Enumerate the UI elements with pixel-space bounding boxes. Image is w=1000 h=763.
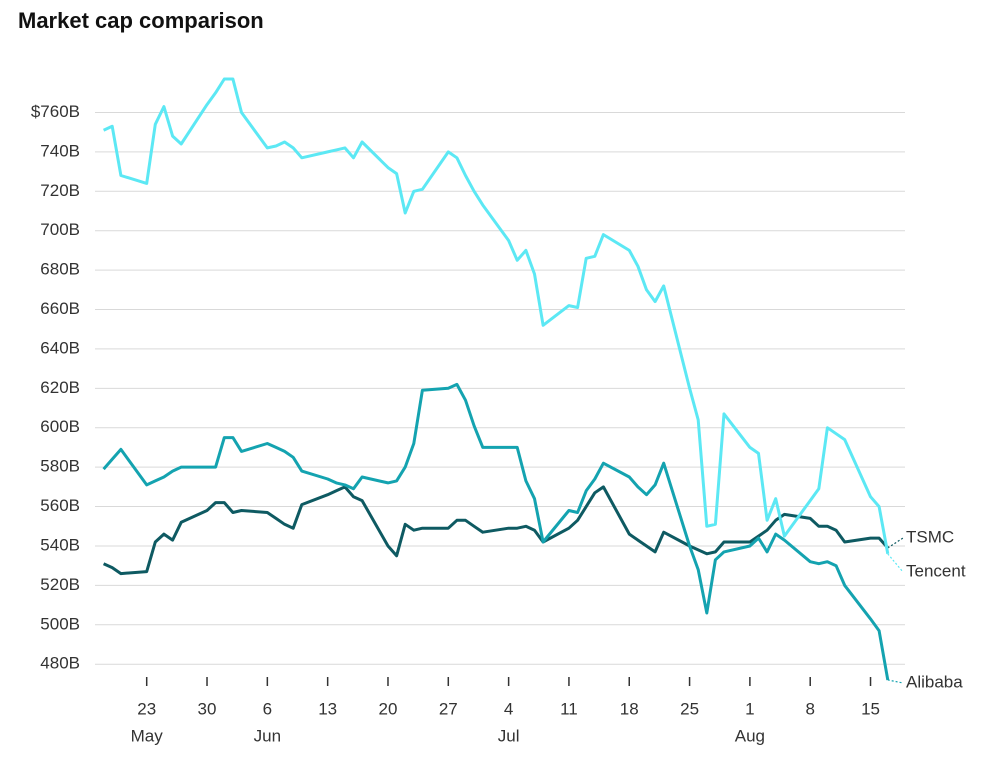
series-label: Tencent — [906, 561, 966, 580]
y-tick-label: 720B — [40, 181, 80, 200]
series-label: Alibaba — [906, 672, 963, 691]
x-tick-label: 11 — [560, 699, 578, 718]
y-tick-label: 600B — [40, 417, 80, 436]
x-tick-label: 25 — [680, 699, 699, 718]
y-tick-label: $760B — [31, 102, 80, 121]
y-tick-label: 520B — [40, 575, 80, 594]
x-tick-label: 18 — [620, 699, 639, 718]
y-tick-label: 580B — [40, 457, 80, 476]
x-tick-label: 4 — [504, 699, 513, 718]
y-tick-label: 640B — [40, 338, 80, 357]
x-month-label: Aug — [735, 726, 765, 745]
x-tick-label: 27 — [439, 699, 458, 718]
x-tick-label: 30 — [198, 699, 217, 718]
x-month-label: May — [131, 726, 164, 745]
x-month-label: Jun — [254, 726, 281, 745]
y-tick-label: 740B — [40, 141, 80, 160]
x-month-label: Jul — [498, 726, 520, 745]
x-tick-label: 13 — [318, 699, 337, 718]
y-tick-label: 700B — [40, 220, 80, 239]
label-connector — [887, 537, 904, 549]
line — [102, 77, 890, 555]
line — [102, 485, 889, 576]
x-tick-label: 23 — [137, 699, 156, 718]
y-tick-label: 540B — [40, 535, 80, 554]
x-tick-label: 8 — [805, 699, 814, 718]
y-tick-label: 480B — [40, 654, 80, 673]
y-tick-label: 660B — [40, 299, 80, 318]
x-tick-label: 15 — [861, 699, 880, 718]
x-tick-label: 1 — [745, 699, 754, 718]
line — [102, 382, 890, 681]
y-tick-label: 500B — [40, 614, 80, 633]
y-tick-label: 620B — [40, 378, 80, 397]
label-connector — [887, 679, 904, 684]
chart-title: Market cap comparison — [18, 8, 264, 33]
x-tick-label: 6 — [263, 699, 272, 718]
x-tick-label: 20 — [379, 699, 398, 718]
y-tick-label: 560B — [40, 496, 80, 515]
label-connector — [887, 553, 904, 573]
series-label: TSMC — [906, 527, 954, 546]
y-tick-label: 680B — [40, 260, 80, 279]
